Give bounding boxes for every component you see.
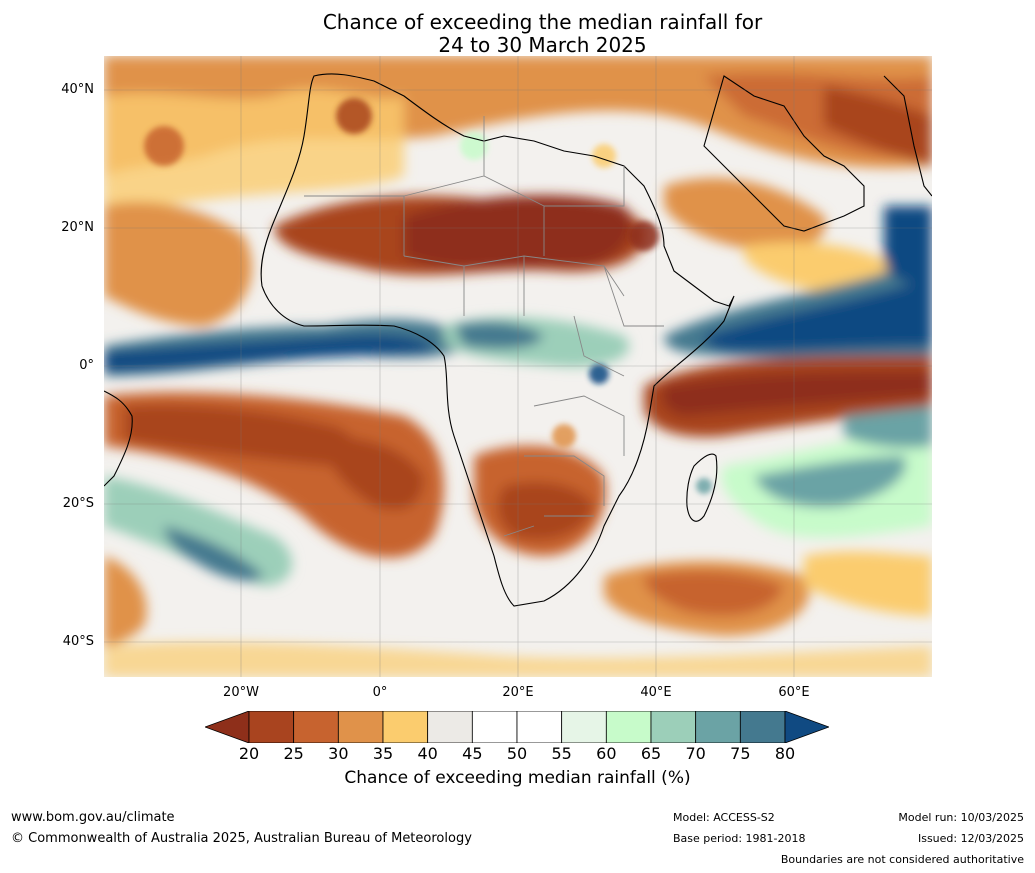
colorbar-tick-label: 20 [238, 744, 260, 763]
map-title-line1: Chance of exceeding the median rainfall … [322, 10, 763, 34]
colorbar-tick-label: 75 [730, 744, 751, 763]
probability-field [104, 56, 932, 677]
colorbar-tick-label: 35 [372, 744, 394, 763]
footer-model-run: Model run: 10/03/2025 [898, 811, 1024, 824]
colorbar [205, 711, 829, 743]
colorbar-tick-label: 50 [506, 744, 528, 763]
colorbar-tick-label: 45 [462, 744, 483, 763]
colorbar-label: Chance of exceeding median rainfall (%) [344, 768, 691, 788]
colorbar-bin [695, 711, 741, 743]
colorbar-bin [561, 711, 607, 743]
footer-disclaimer: Boundaries are not considered authoritat… [780, 853, 1024, 866]
colorbar-over-triangle [784, 711, 829, 743]
lat-label-20n: 20°N [61, 220, 94, 235]
footer-url: www.bom.gov.au/climate [11, 810, 175, 825]
footer-copyright: © Commonwealth of Australia 2025, Austra… [11, 831, 472, 846]
colorbar-under-triangle [205, 711, 250, 743]
colorbar-tick-label: 70 [685, 744, 706, 763]
colorbar-bin [471, 711, 518, 743]
rainfall-probability-map [104, 56, 932, 677]
colorbar-bin [605, 711, 652, 743]
footer-issued: Issued: 12/03/2025 [917, 832, 1024, 845]
lat-label-0: 0° [79, 358, 94, 373]
colorbar-tick-label: 80 [774, 744, 796, 763]
lat-label-40s: 40°S [62, 634, 94, 649]
lon-label-40e: 40°E [640, 685, 672, 700]
colorbar-bin [739, 711, 786, 743]
colorbar-bin [382, 711, 429, 743]
country-borders [304, 116, 664, 537]
colorbar-bin [427, 711, 473, 743]
map-title-line2: 24 to 30 March 2025 [438, 33, 647, 57]
colorbar-bin [293, 711, 339, 743]
colorbar-tick-label: 25 [283, 744, 304, 763]
lat-label-20s: 20°S [62, 496, 94, 511]
probability-detail [144, 98, 712, 494]
colorbar-tick-label: 30 [328, 744, 349, 763]
colorbar-bin [650, 711, 697, 743]
colorbar-bin [248, 711, 295, 743]
lon-label-20w: 20°W [223, 685, 259, 700]
footer-base-period: Base period: 1981-2018 [673, 832, 806, 845]
colorbar-bin [337, 711, 384, 743]
lat-label-40n: 40°N [61, 82, 94, 97]
lon-label-60e: 60°E [778, 685, 810, 700]
lon-label-0: 0° [372, 685, 388, 700]
lon-label-20e: 20°E [502, 685, 534, 700]
footer-model: Model: ACCESS-S2 [673, 811, 775, 824]
colorbar-tick-label: 55 [551, 744, 572, 763]
colorbar-bin [516, 711, 563, 743]
colorbar-tick-label: 60 [596, 744, 617, 763]
colorbar-tick-label: 65 [640, 744, 662, 763]
graticule [104, 56, 932, 677]
colorbar-tick-label: 40 [417, 744, 438, 763]
